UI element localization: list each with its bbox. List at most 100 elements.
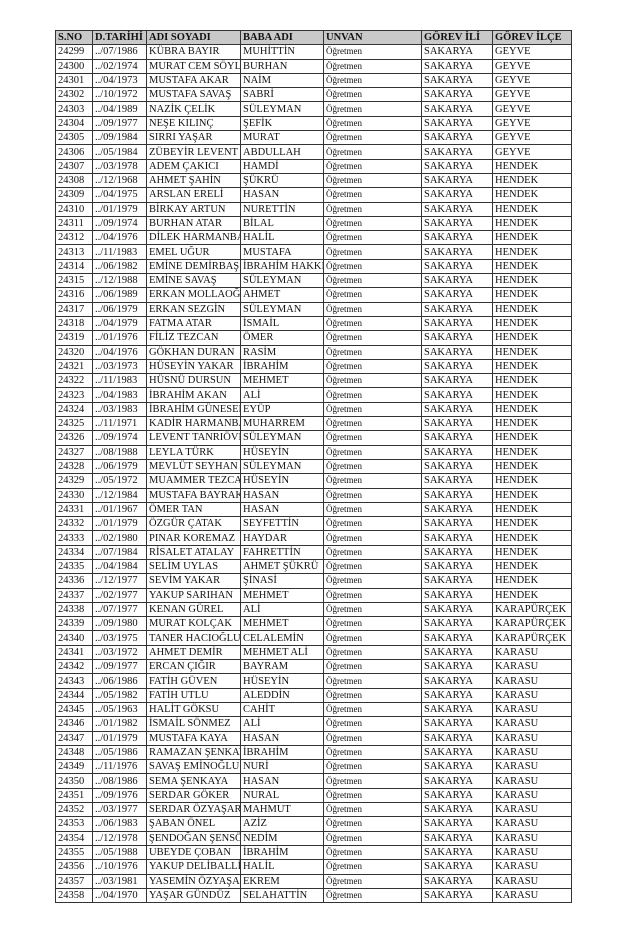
table-cell: 24308 xyxy=(55,172,93,189)
table-cell: İBRAHİM HAKKI xyxy=(240,258,324,275)
table-cell: KARASU xyxy=(492,873,572,889)
table-row: 24345 ../05/1963 HALİT GÖKSU CAHİT Öğretmen S… xyxy=(55,701,572,718)
table-cell: 24312 xyxy=(55,230,93,246)
table-cell: HAMDİ xyxy=(240,158,324,174)
table-cell: BAYRAM xyxy=(240,659,324,675)
table-cell: 24301 xyxy=(55,72,93,89)
column-header: D.TARİHİ xyxy=(92,29,147,46)
table-cell: ÖMER xyxy=(240,330,324,346)
table-cell: ../05/1963 xyxy=(92,701,147,718)
table-cell: SAKARYA xyxy=(421,530,493,546)
table-cell: MEHMET ALİ xyxy=(240,644,324,661)
table-cell: Öğretmen xyxy=(323,287,422,303)
table-cell: HENDEK xyxy=(492,358,572,375)
table-cell: Öğretmen xyxy=(323,487,422,503)
table-cell: ŞABAN ÖNEL xyxy=(146,816,241,832)
table-cell: SAKARYA xyxy=(421,759,493,775)
table-cell: Öğretmen xyxy=(323,330,422,346)
table-cell: 24319 xyxy=(55,330,93,346)
table-cell: KARASU xyxy=(492,787,572,804)
table-cell: 24350 xyxy=(55,773,93,789)
table-row: 24332 ../01/1979 ÖZGÜR ÇATAK SEYFETTİN Öğret… xyxy=(55,516,572,532)
table-cell: SAKARYA xyxy=(421,258,493,275)
table-cell: KARASU xyxy=(492,644,572,661)
table-row: 24319 ../01/1976 FİLİZ TEZCAN ÖMER Öğretmen S… xyxy=(55,330,572,346)
table-cell: RAMAZAN ŞENKAYA xyxy=(146,744,241,761)
table-cell: GEYVE xyxy=(492,87,572,103)
table-cell: ../04/1970 xyxy=(92,887,147,904)
table-cell: Öğretmen xyxy=(323,673,422,689)
table-cell: FAHRETTİN xyxy=(240,544,324,560)
table-cell: 24318 xyxy=(55,315,93,332)
table-cell: Öğretmen xyxy=(323,101,422,117)
table-cell: ../01/1976 xyxy=(92,330,147,346)
staff-table: S.NO D.TARİHİ ADI SOYADI BABA ADI UNVAN GÖREV… xyxy=(55,29,572,904)
table-cell: HENDEK xyxy=(492,330,572,346)
table-cell: 24324 xyxy=(55,401,93,418)
table-cell: SAKARYA xyxy=(421,130,493,146)
table-row: 24333 ../02/1980 PINAR KOREMAZ HAYDAR Öğretm… xyxy=(55,530,572,546)
table-cell: Öğretmen xyxy=(323,301,422,317)
table-row: 24309 ../04/1975 ARSLAN ERELİ HASAN Öğretmen… xyxy=(55,187,572,203)
table-cell: HASAN xyxy=(240,773,324,789)
table-cell: SAKARYA xyxy=(421,387,493,403)
table-cell: 24338 xyxy=(55,601,93,618)
table-cell: 24345 xyxy=(55,701,93,718)
table-cell: 24347 xyxy=(55,730,93,746)
table-cell: SAKARYA xyxy=(421,830,493,846)
table-cell: SAKARYA xyxy=(421,44,493,60)
table-cell: AHMET xyxy=(240,287,324,303)
table-cell: 24349 xyxy=(55,759,93,775)
table-cell: EMİNE SAVAŞ xyxy=(146,273,241,289)
table-row: 24353 ../06/1983 ŞABAN ÖNEL AZİZ Öğretmen SAK… xyxy=(55,816,572,832)
table-cell: SAKARYA xyxy=(421,630,493,646)
table-cell: 24320 xyxy=(55,344,93,360)
table-cell: Öğretmen xyxy=(323,158,422,174)
table-cell: AHMET DEMİR xyxy=(146,644,241,661)
table-cell: NAİM xyxy=(240,72,324,89)
table-cell: AZİZ xyxy=(240,816,324,832)
table-cell: SAKARYA xyxy=(421,344,493,360)
table-cell: Öğretmen xyxy=(323,873,422,889)
table-cell: 24326 xyxy=(55,430,93,446)
table-cell: 24306 xyxy=(55,144,93,160)
table-cell: 24314 xyxy=(55,258,93,275)
table-row: 24357 ../03/1981 YASEMİN ÖZYAŞAR EKREM Öğret… xyxy=(55,873,572,889)
table-cell: SAKARYA xyxy=(421,558,493,575)
table-cell: SAKARYA xyxy=(421,616,493,632)
table-cell: Öğretmen xyxy=(323,587,422,603)
table-row: 24340 ../03/1975 TANER HACIOĞLU CELALEMİN Öğ… xyxy=(55,630,572,646)
column-header: S.NO xyxy=(55,29,93,46)
table-cell: FİLİZ TEZCAN xyxy=(146,330,241,346)
table-cell: SAKARYA xyxy=(421,244,493,260)
table-cell: MURAT xyxy=(240,130,324,146)
table-row: 24310 ../01/1979 BİRKAY ARTUN NURETTİN Öğret… xyxy=(55,201,572,217)
table-cell: Öğretmen xyxy=(323,473,422,489)
table-cell: SAKARYA xyxy=(421,458,493,475)
table-row: 24322 ../11/1983 HÜSNÜ DURSUN MEHMET Öğretme… xyxy=(55,373,572,389)
table-cell: ARSLAN ERELİ xyxy=(146,187,241,203)
table-cell: SAKARYA xyxy=(421,172,493,189)
table-cell: SAKARYA xyxy=(421,587,493,603)
table-cell: ../04/1984 xyxy=(92,558,147,575)
table-cell: HALİL xyxy=(240,230,324,246)
table-row: 24338 ../07/1977 KENAN GÜREL ALİ Öğretmen SAK… xyxy=(55,601,572,618)
table-cell: ALİ xyxy=(240,387,324,403)
table-cell: KARASU xyxy=(492,716,572,732)
table-cell: Öğretmen xyxy=(323,430,422,446)
table-cell: KARASU xyxy=(492,701,572,718)
table-cell: KARASU xyxy=(492,730,572,746)
table-cell: 24335 xyxy=(55,558,93,575)
table-cell: ALEDDİN xyxy=(240,687,324,703)
table-row: 24328 ../06/1979 MEVLÜT SEYHAN SÜLEYMAN Öğre… xyxy=(55,458,572,475)
table-cell: Öğretmen xyxy=(323,215,422,232)
table-cell: Öğretmen xyxy=(323,616,422,632)
table-cell: GEYVE xyxy=(492,58,572,74)
table-cell: İBRAHİM GÜNESEN xyxy=(146,401,241,418)
table-cell: ../04/1983 xyxy=(92,387,147,403)
table-cell: ../01/1979 xyxy=(92,730,147,746)
table-cell: HASAN xyxy=(240,487,324,503)
